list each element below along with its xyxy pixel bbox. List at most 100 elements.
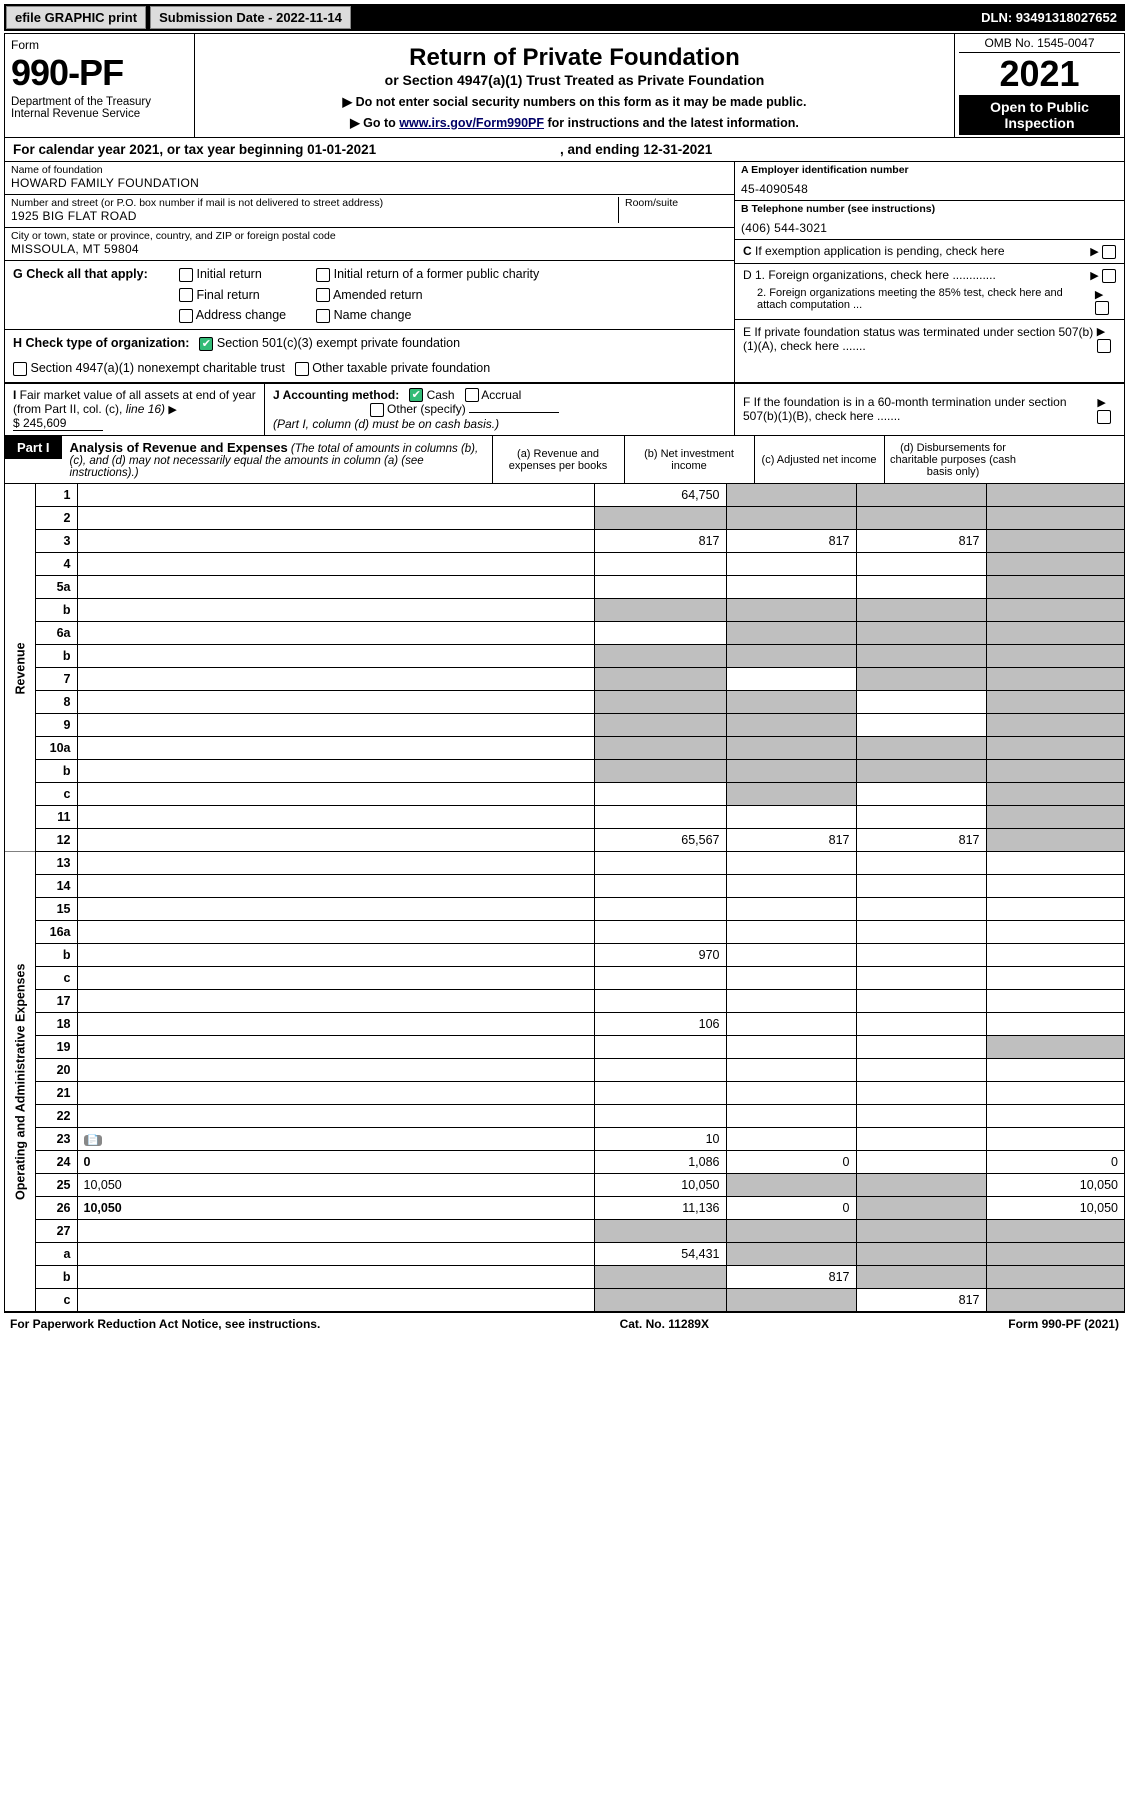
j-other-checkbox[interactable] — [370, 403, 384, 417]
row-desc — [77, 1289, 594, 1312]
row-col-b — [726, 921, 856, 944]
f-checkbox[interactable] — [1097, 410, 1111, 424]
row-col-b: 0 — [726, 1197, 856, 1220]
g-address-change[interactable]: Address change — [179, 308, 286, 323]
h-4947[interactable]: Section 4947(a)(1) nonexempt charitable … — [13, 361, 285, 376]
row-num: 21 — [35, 1082, 77, 1105]
g-amended-return[interactable]: Amended return — [316, 288, 539, 303]
j-accrual-checkbox[interactable] — [465, 388, 479, 402]
row-num: 12 — [35, 829, 77, 852]
g-final-return[interactable]: Final return — [179, 288, 286, 303]
name-label: Name of foundation — [11, 164, 728, 176]
row-desc — [77, 967, 594, 990]
row-col-c — [856, 944, 986, 967]
g-row: G Check all that apply: Initial return I… — [5, 261, 734, 330]
j-other: Other (specify) — [387, 402, 466, 416]
submission-date: Submission Date - 2022-11-14 — [150, 6, 351, 29]
row-col-a — [594, 1082, 726, 1105]
g-initial-former[interactable]: Initial return of a former public charit… — [316, 267, 539, 282]
row-col-a — [594, 898, 726, 921]
row-col-b — [726, 1243, 856, 1266]
e-checkbox[interactable] — [1097, 339, 1111, 353]
row-col-d — [986, 898, 1124, 921]
calyear-mid: , and ending — [560, 142, 643, 157]
tel-cell: B Telephone number (see instructions) (4… — [735, 201, 1124, 240]
f-text: F If the foundation is in a 60-month ter… — [743, 395, 1091, 423]
row-desc — [77, 806, 594, 829]
row-col-a — [594, 783, 726, 806]
row-col-b — [726, 599, 856, 622]
form-title: Return of Private Foundation — [205, 44, 944, 72]
footer: For Paperwork Reduction Act Notice, see … — [4, 1313, 1125, 1335]
row-desc — [77, 944, 594, 967]
form-label: Form — [11, 38, 188, 52]
row-col-c — [856, 599, 986, 622]
fmv-value: $ 245,609 — [13, 416, 103, 431]
part1-desc: Analysis of Revenue and Expenses (The to… — [62, 436, 492, 483]
row-col-a — [594, 806, 726, 829]
d1-checkbox[interactable] — [1102, 269, 1116, 283]
row-col-c — [856, 921, 986, 944]
row-col-c — [856, 576, 986, 599]
c-pending-checkbox[interactable] — [1102, 245, 1116, 259]
row-num: c — [35, 967, 77, 990]
row-col-a: 10,050 — [594, 1174, 726, 1197]
row-col-d — [986, 1013, 1124, 1036]
h-501c3[interactable]: Section 501(c)(3) exempt private foundat… — [199, 336, 460, 351]
f-cell: F If the foundation is in a 60-month ter… — [734, 384, 1124, 436]
row-col-c: 817 — [856, 530, 986, 553]
row-col-c — [856, 507, 986, 530]
row-col-b — [726, 1059, 856, 1082]
row-col-c — [856, 553, 986, 576]
row-col-a: 106 — [594, 1013, 726, 1036]
row-col-c — [856, 806, 986, 829]
row-desc: 📄 — [77, 1128, 594, 1151]
d2-checkbox[interactable] — [1095, 301, 1109, 315]
row-col-d — [986, 1220, 1124, 1243]
row-col-d — [986, 1059, 1124, 1082]
row-desc — [77, 507, 594, 530]
part1-table: Revenue164,7502381781781745ab6ab78910abc… — [5, 484, 1124, 1312]
g-name-change[interactable]: Name change — [316, 308, 539, 323]
city-cell: City or town, state or province, country… — [5, 228, 734, 261]
row-col-d — [986, 645, 1124, 668]
row-col-a: 1,086 — [594, 1151, 726, 1174]
irs-link[interactable]: www.irs.gov/Form990PF — [399, 116, 544, 130]
row-col-b — [726, 507, 856, 530]
row-col-a — [594, 691, 726, 714]
row-col-c — [856, 1082, 986, 1105]
row-col-b — [726, 1013, 856, 1036]
j-note: (Part I, column (d) must be on cash basi… — [273, 417, 499, 431]
row-desc — [77, 599, 594, 622]
row-col-a — [594, 1220, 726, 1243]
row-num: 26 — [35, 1197, 77, 1220]
row-num: 15 — [35, 898, 77, 921]
row-col-d — [986, 507, 1124, 530]
row-col-a — [594, 1036, 726, 1059]
row-col-d — [986, 921, 1124, 944]
row-col-b — [726, 990, 856, 1013]
row-num: 1 — [35, 484, 77, 507]
row-num: c — [35, 1289, 77, 1312]
footer-right: Form 990-PF (2021) — [1008, 1317, 1119, 1331]
row-num: 2 — [35, 507, 77, 530]
row-col-a — [594, 1266, 726, 1289]
col-b-hdr: (b) Net investment income — [624, 436, 754, 483]
row-desc — [77, 990, 594, 1013]
row-num: 18 — [35, 1013, 77, 1036]
h-other-taxable[interactable]: Other taxable private foundation — [295, 361, 490, 376]
row-num: 23 — [35, 1128, 77, 1151]
ein-value: 45-4090548 — [741, 182, 1118, 196]
d1-text: D 1. Foreign organizations, check here .… — [743, 268, 996, 283]
footer-left: For Paperwork Reduction Act Notice, see … — [10, 1317, 320, 1331]
row-col-a — [594, 737, 726, 760]
efile-print-button[interactable]: efile GRAPHIC print — [6, 6, 146, 29]
city-value: MISSOULA, MT 59804 — [11, 242, 728, 256]
row-col-b — [726, 1128, 856, 1151]
g-initial-return[interactable]: Initial return — [179, 267, 286, 282]
row-col-b — [726, 898, 856, 921]
expenses-side-label: Operating and Administrative Expenses — [5, 852, 35, 1312]
dept-treasury: Department of the Treasury — [11, 96, 188, 108]
row-col-c — [856, 967, 986, 990]
j-cash-checkbox[interactable] — [409, 388, 423, 402]
